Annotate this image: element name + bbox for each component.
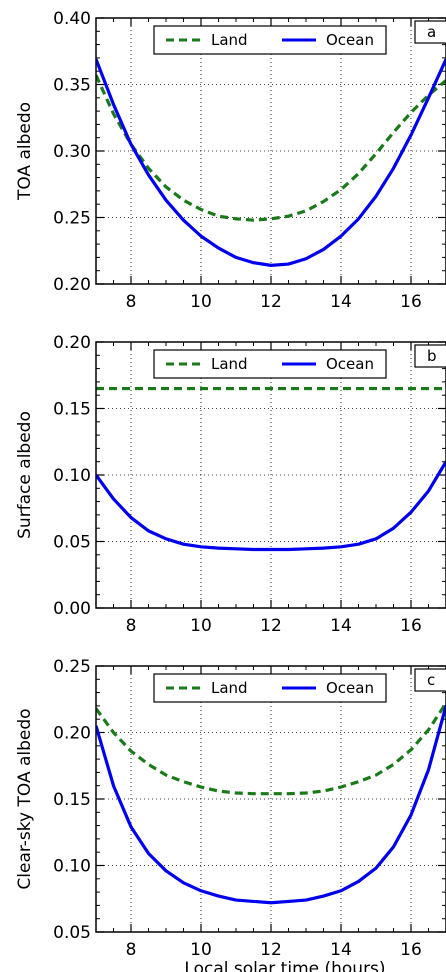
y-tick-label: 0.05 xyxy=(53,923,91,943)
axes-frame xyxy=(95,665,446,933)
x-tick-label: 8 xyxy=(126,940,137,960)
y-tick-label: 0.35 xyxy=(53,76,91,96)
y-tick-label: 0.40 xyxy=(53,9,91,29)
y-tick-label: 0.20 xyxy=(53,333,91,353)
series-line-ocean xyxy=(96,58,446,267)
y-tick-label: 0.15 xyxy=(53,790,91,810)
y-axis-label: Surface albedo xyxy=(15,411,35,539)
x-tick-label: 12 xyxy=(260,292,282,312)
series-line-ocean xyxy=(96,705,446,905)
x-tick-label: 16 xyxy=(400,292,422,312)
legend-label-land: Land xyxy=(211,679,248,697)
y-tick-label: 0.10 xyxy=(53,466,91,486)
x-tick-label: 8 xyxy=(126,292,137,312)
legend-box xyxy=(153,673,387,703)
legend-box xyxy=(153,349,387,379)
legend-label-ocean: Ocean xyxy=(326,355,374,373)
x-tick-label: 12 xyxy=(260,616,282,636)
panel-tag-label: c xyxy=(427,671,435,689)
legend-label-ocean: Ocean xyxy=(326,679,374,697)
y-tick-label: 0.00 xyxy=(53,599,91,619)
x-tick-label: 12 xyxy=(260,940,282,960)
x-tick-label: 10 xyxy=(190,292,212,312)
x-tick-label: 10 xyxy=(190,616,212,636)
x-tick-label: 14 xyxy=(330,292,352,312)
x-axis-label: Local solar time (hours) xyxy=(184,959,385,972)
x-tick-label: 14 xyxy=(330,616,352,636)
panel-tag: b xyxy=(414,344,446,368)
y-tick-label: 0.20 xyxy=(53,724,91,744)
legend-label-land: Land xyxy=(211,31,248,49)
legend: Land Ocean xyxy=(153,673,387,703)
y-axis-label: Clear-sky TOA albedo xyxy=(15,708,35,889)
panel-tag-box xyxy=(414,344,446,368)
x-tick-label: 16 xyxy=(400,940,422,960)
series-line-ocean xyxy=(96,460,446,552)
x-tick-label: 8 xyxy=(126,616,137,636)
x-tick-label: 14 xyxy=(330,940,352,960)
panel-tag: c xyxy=(414,668,446,692)
panel-tag-label: b xyxy=(427,347,437,365)
x-tick-label: 16 xyxy=(400,616,422,636)
y-tick-label: 0.25 xyxy=(53,657,91,677)
panel-a: 8 10 12 14 16 0.20 0.25 0.30 0.35 0.40 TOA albedo L… xyxy=(15,9,446,312)
axes-frame xyxy=(95,341,446,609)
y-tick-label: 0.15 xyxy=(53,400,91,420)
y-tick-label: 0.20 xyxy=(53,275,91,295)
panel-tag-label: a xyxy=(427,23,436,41)
x-tick-label: 10 xyxy=(190,940,212,960)
series-line-land xyxy=(96,74,446,222)
panel-tag-box xyxy=(414,20,446,44)
panel-tag-box xyxy=(414,668,446,692)
panel-tag: a xyxy=(414,20,446,44)
legend: Land Ocean xyxy=(153,349,387,379)
y-tick-label: 0.25 xyxy=(53,209,91,229)
panel-c: 8 10 12 14 16 0.05 0.10 0.15 0.20 0.25 Clear-sky T… xyxy=(15,657,446,972)
legend-label-land: Land xyxy=(211,355,248,373)
y-axis-label: TOA albedo xyxy=(15,102,35,201)
legend-label-ocean: Ocean xyxy=(326,31,374,49)
y-tick-label: 0.30 xyxy=(53,142,91,162)
series-line-land xyxy=(96,702,446,796)
y-tick-label: 0.10 xyxy=(53,857,91,877)
y-tick-label: 0.05 xyxy=(53,533,91,553)
legend: Land Ocean xyxy=(153,25,387,55)
axes-frame xyxy=(95,17,446,285)
panel-b: 8 10 12 14 16 0.00 0.05 0.10 0.15 0.20 Surface alb… xyxy=(15,333,446,636)
